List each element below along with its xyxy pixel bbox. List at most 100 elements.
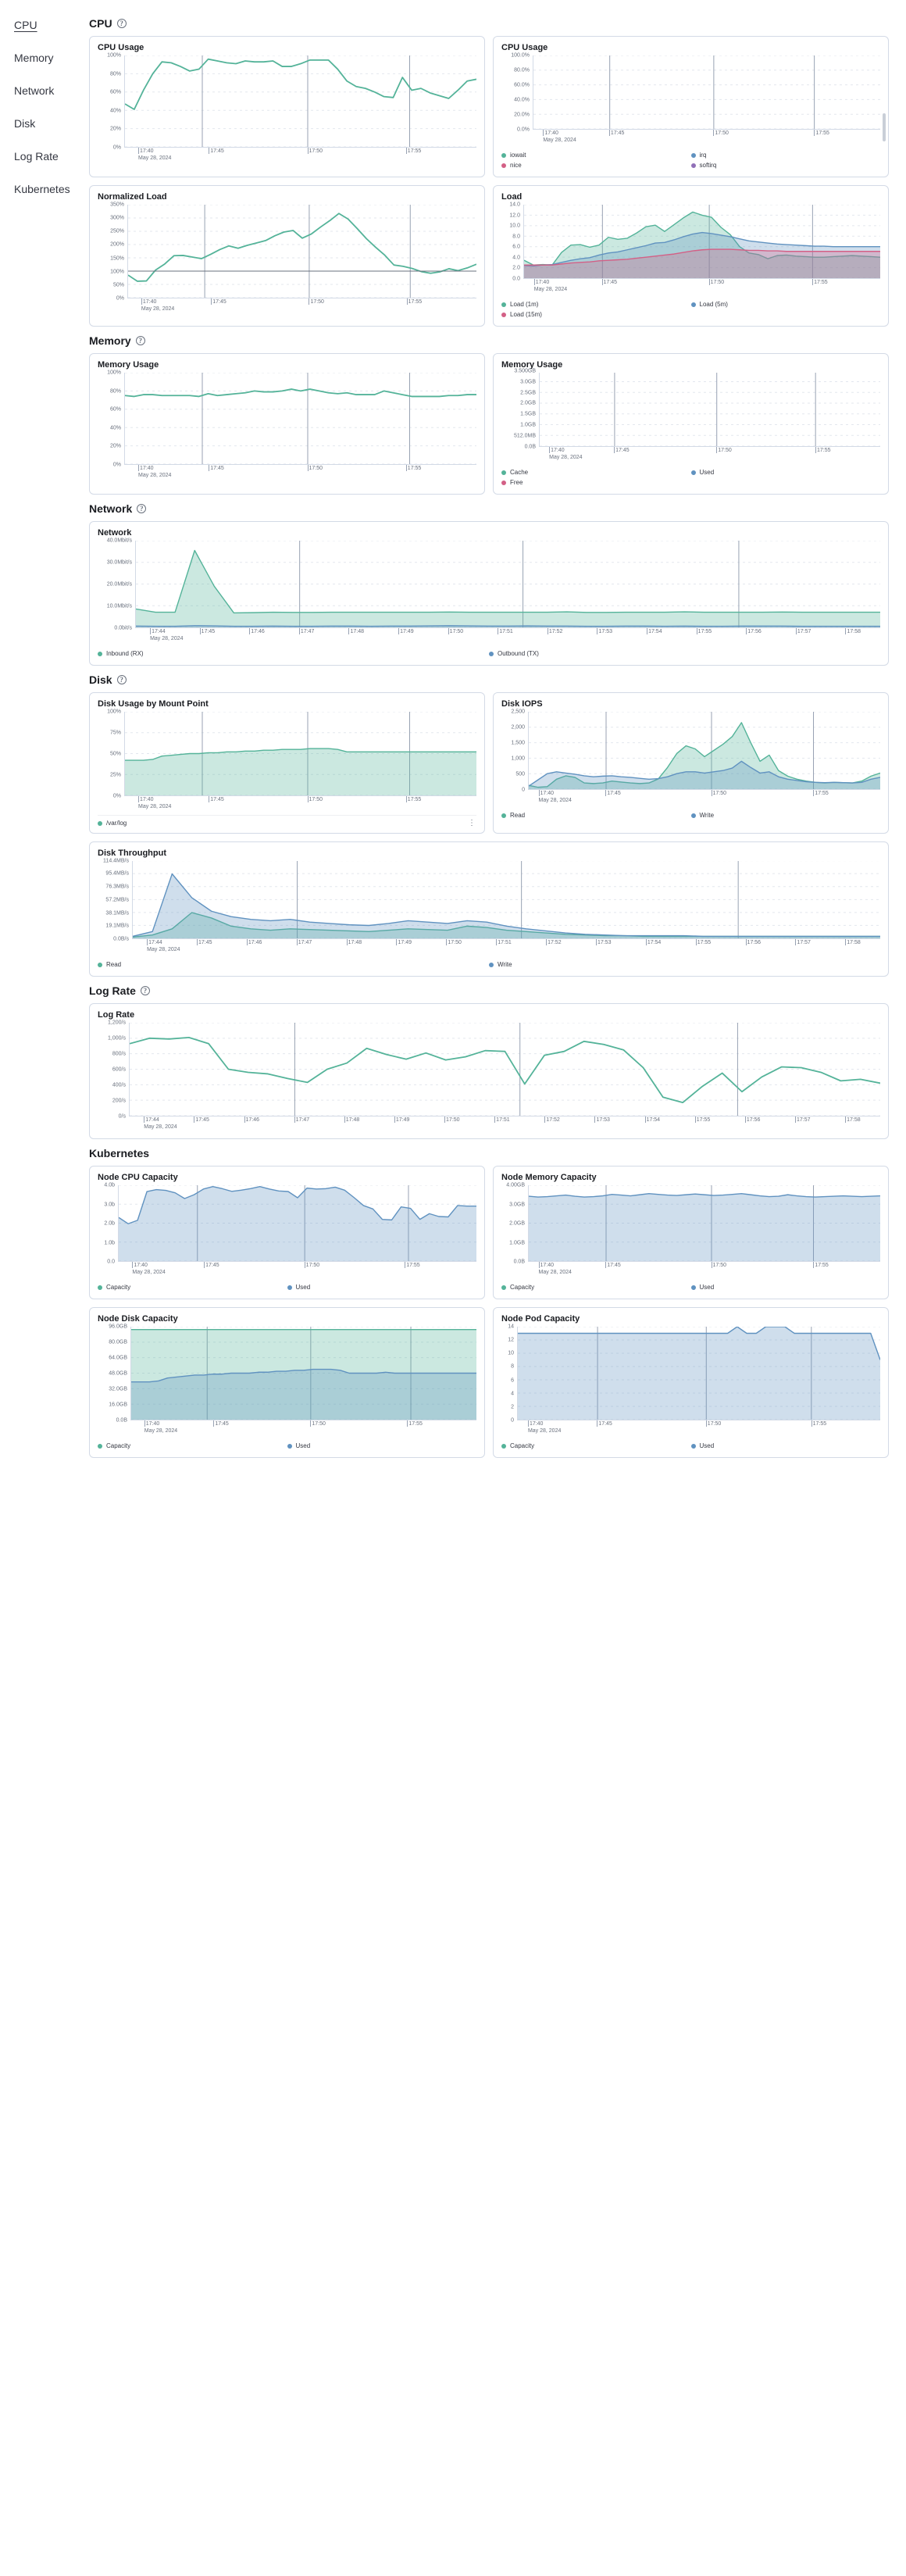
section-label: CPU bbox=[89, 17, 112, 30]
chart-legend: Capacity Used bbox=[98, 1282, 476, 1292]
y-axis: 0.0B 16.0GB 32.0GB 48.0GB 64.0GB 80.0GB 96.0GB bbox=[98, 1324, 130, 1424]
y-axis-tick: 60% bbox=[109, 89, 121, 95]
y-axis-tick: 6 bbox=[511, 1377, 514, 1384]
y-axis-tick: 1.0GB bbox=[509, 1240, 525, 1245]
legend-item[interactable]: Capacity bbox=[501, 1282, 691, 1292]
legend-item[interactable]: Cache bbox=[501, 467, 691, 477]
y-axis: 0.0% 20.0% 40.0% 60.0% 80.0% 100.0% bbox=[501, 53, 533, 133]
legend-label: Capacity bbox=[106, 1284, 131, 1291]
legend-dot-icon bbox=[501, 1284, 506, 1290]
card-network: Network 0.0bit/s 10.0Mbit/s 20.0Mbit/s 30.0M… bbox=[89, 521, 889, 666]
y-axis-tick: 100% bbox=[107, 52, 121, 59]
legend-item[interactable]: Used bbox=[287, 1441, 477, 1451]
x-axis-tick: 17:46 bbox=[249, 628, 265, 634]
y-axis-tick: 38.1MB/s bbox=[105, 910, 129, 916]
help-icon[interactable]: ? bbox=[135, 336, 145, 345]
chart-legend: Inbound (RX) Outbound (TX) bbox=[98, 648, 880, 659]
x-axis-tick: 17:40 bbox=[138, 796, 154, 802]
sidebar-item-kubernetes[interactable]: Kubernetes bbox=[14, 183, 89, 216]
legend-item[interactable]: Load (5m) bbox=[690, 299, 881, 309]
legend-label: iowait bbox=[510, 152, 526, 159]
legend-item[interactable]: Capacity bbox=[501, 1441, 691, 1451]
legend-item[interactable]: Capacity bbox=[98, 1441, 287, 1451]
x-axis-tick: 17:40 bbox=[543, 130, 558, 136]
section-label: Kubernetes bbox=[89, 1147, 150, 1159]
y-axis-tick: 0.0B bbox=[513, 1259, 525, 1265]
more-options-icon[interactable]: ⋮ bbox=[468, 818, 476, 827]
y-axis-tick: 10.0 bbox=[509, 223, 520, 229]
legend-item[interactable]: Load (1m) bbox=[501, 299, 691, 309]
section-title-log-rate: Log Rate ? bbox=[89, 984, 889, 997]
x-axis-tick: 17:45 bbox=[209, 148, 224, 154]
y-axis-tick: 0.0 bbox=[107, 1259, 115, 1265]
legend-item[interactable]: Outbound (TX) bbox=[489, 648, 880, 659]
legend-label: Capacity bbox=[510, 1442, 535, 1449]
y-axis-tick: 1,200/s bbox=[108, 1020, 126, 1026]
chart-node_disk_capacity: 0.0B 16.0GB 32.0GB 48.0GB 64.0GB 80.0GB 96.0GB… bbox=[98, 1324, 476, 1436]
legend-item[interactable]: softirq bbox=[690, 160, 881, 170]
y-axis-tick: 250% bbox=[110, 228, 124, 234]
x-axis-tick: 17:55 bbox=[405, 148, 422, 154]
legend-item[interactable]: Free bbox=[501, 477, 691, 488]
y-axis-tick: 40% bbox=[109, 425, 121, 431]
y-axis: 0% 25% 50% 75% 100% bbox=[98, 709, 124, 799]
y-axis-tick: 114.4MB/s bbox=[103, 858, 129, 864]
x-axis: 17:44 17:45 17:46 17:47 17:48 17:49 17:50 17:51… bbox=[132, 939, 880, 955]
y-axis-tick: 10.0Mbit/s bbox=[106, 603, 132, 609]
legend-item[interactable]: Read bbox=[98, 959, 489, 970]
x-axis-tick: 17:47 bbox=[294, 1117, 310, 1123]
card-log-rate: Log Rate 0/s 200/s 400/s 600/s 800/s 1,000/s 1,… bbox=[89, 1003, 889, 1139]
card-node-disk-capacity: Node Disk Capacity 0.0B 16.0GB 32.0GB 48.0GB… bbox=[89, 1307, 485, 1458]
sidebar-item-log-rate[interactable]: Log Rate bbox=[14, 150, 89, 183]
x-axis-date: May 28, 2024 bbox=[144, 1124, 177, 1130]
legend-item[interactable]: Used bbox=[287, 1282, 477, 1292]
x-axis-tick: 17:55 bbox=[694, 1117, 711, 1123]
help-icon[interactable]: ? bbox=[116, 675, 127, 684]
x-axis-tick: 17:54 bbox=[647, 628, 662, 634]
x-axis-tick: 17:54 bbox=[644, 1117, 661, 1123]
legend-scrollbar[interactable] bbox=[883, 113, 886, 141]
y-axis-tick: 2.0b bbox=[104, 1220, 115, 1227]
mount-point-row: /var/log ⋮ bbox=[98, 815, 476, 827]
plot-area bbox=[127, 205, 476, 298]
x-axis-tick: 17:40 bbox=[538, 790, 555, 796]
legend-item[interactable]: nice bbox=[501, 160, 691, 170]
mount-point-name: /var/log bbox=[106, 820, 127, 827]
sidebar-item-network[interactable]: Network bbox=[14, 84, 89, 117]
x-axis-tick: 17:50 bbox=[307, 148, 323, 154]
sidebar-item-cpu[interactable]: CPU bbox=[14, 19, 89, 52]
legend-item[interactable]: Load (15m) bbox=[501, 309, 691, 320]
help-icon[interactable]: ? bbox=[116, 19, 127, 28]
section-memory: Memory ? Memory Usage 0% 20% 40% 60% 80% 100% 1… bbox=[89, 334, 889, 495]
card-cpu-usage-stacked: CPU Usage 0.0% 20.0% 40.0% 60.0% 80.0% 100.0% 1… bbox=[493, 36, 889, 177]
legend-item[interactable]: iowait bbox=[501, 150, 691, 160]
x-axis-tick: 17:50 bbox=[309, 298, 324, 305]
section-title-kubernetes: Kubernetes bbox=[89, 1147, 889, 1159]
y-axis: 0 2 4 6 8 10 12 14 bbox=[501, 1324, 517, 1424]
legend-item[interactable]: Write bbox=[489, 959, 880, 970]
legend-item[interactable]: Capacity bbox=[98, 1282, 287, 1292]
legend-label: Capacity bbox=[106, 1442, 131, 1449]
chart-network: 0.0bit/s 10.0Mbit/s 20.0Mbit/s 30.0Mbit/s 40… bbox=[98, 538, 880, 644]
legend-item[interactable]: Read bbox=[501, 810, 691, 820]
x-axis-tick: 17:45 bbox=[605, 790, 621, 796]
sidebar-item-disk[interactable]: Disk bbox=[14, 117, 89, 150]
legend-item[interactable]: Used bbox=[690, 467, 881, 477]
legend-item[interactable]: irq bbox=[690, 150, 881, 160]
card-load: Load 0.0 2.0 4.0 6.0 8.0 10.0 12.0 14.0 17:40 17:4… bbox=[493, 185, 889, 327]
plot-area bbox=[523, 205, 880, 279]
x-axis-tick: 17:50 bbox=[444, 1117, 460, 1123]
sidebar-item-memory[interactable]: Memory bbox=[14, 52, 89, 84]
legend-item[interactable]: Write bbox=[690, 810, 881, 820]
help-icon[interactable]: ? bbox=[140, 986, 150, 995]
section-title-network: Network ? bbox=[89, 502, 889, 515]
legend-item[interactable]: Used bbox=[690, 1282, 881, 1292]
chart-title: Node CPU Capacity bbox=[98, 1173, 178, 1182]
x-axis-date: May 28, 2024 bbox=[144, 1428, 178, 1434]
legend-item[interactable]: Used bbox=[690, 1441, 881, 1451]
x-axis-tick: 17:49 bbox=[394, 1117, 410, 1123]
y-axis-tick: 14 bbox=[508, 1324, 514, 1330]
y-axis-tick: 3.0GB bbox=[520, 379, 536, 385]
legend-item[interactable]: Inbound (RX) bbox=[98, 648, 489, 659]
help-icon[interactable]: ? bbox=[137, 504, 147, 513]
